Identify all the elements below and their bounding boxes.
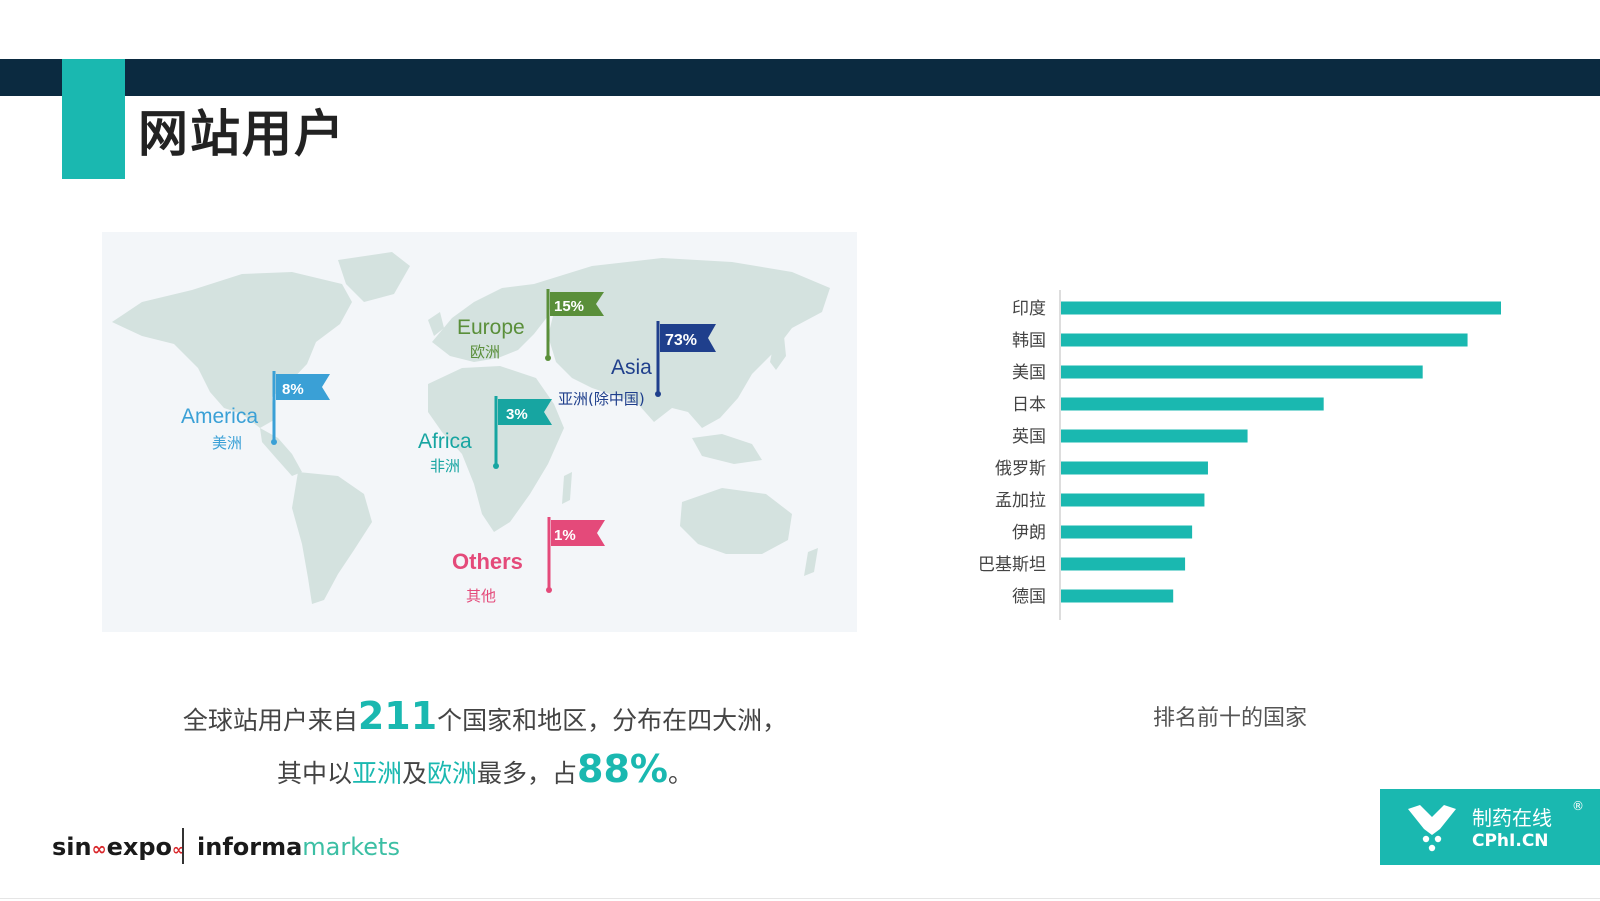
flag-asia: 73% Asia 亚洲(除中国) (558, 321, 716, 408)
bar (1061, 589, 1174, 603)
flag-africa-label-en: Africa (418, 430, 472, 453)
summary-asia: 亚洲 (351, 759, 402, 788)
world-map: 15% Europe 欧洲 73% Asia 亚洲(除中国) 8% Americ… (102, 232, 857, 632)
flag-africa-pct: 3% (506, 406, 528, 423)
sinoexpo-logo: sin∞expo∞ (52, 833, 185, 861)
south-america-shape (292, 472, 372, 604)
summary-share: 88% (577, 747, 669, 791)
informa-markets-logo: informamarkets (197, 833, 400, 861)
europe-shape (432, 284, 554, 362)
japan-shape (770, 336, 786, 370)
sinoexpo-logo-mark: ∞ (91, 839, 107, 860)
bar-label: 美国 (1012, 363, 1046, 383)
bar (1061, 365, 1423, 379)
bar (1061, 429, 1248, 443)
bar-label: 日本 (1012, 395, 1046, 415)
summary-text: 全球站用户来自211个国家和地区，分布在四大洲，其中以亚洲及欧洲最多，占88%。 (180, 692, 790, 798)
flag-africa-base (493, 463, 499, 469)
markets-logo-text: markets (302, 833, 400, 861)
cphi-logo: 制药在线 ® CPhI.CN (1380, 789, 1600, 865)
flag-others-base (546, 587, 552, 593)
summary-part-2: 个国家和地区，分布在四大洲，其中以 (276, 706, 788, 788)
flag-asia-label-cn: 亚洲(除中国) (558, 390, 645, 408)
flag-america-label-cn: 美洲 (212, 434, 242, 452)
footer-divider (0, 898, 1600, 899)
cphi-logo-cn: 制药在线 (1472, 806, 1552, 830)
cphi-logo-registered: ® (1572, 799, 1584, 813)
bar (1061, 301, 1501, 315)
bar-label: 韩国 (1012, 331, 1046, 351)
flag-america-base (271, 439, 277, 445)
informa-logo-text: informa (197, 833, 303, 861)
bar-label: 英国 (1012, 427, 1046, 447)
north-america-shape (112, 272, 352, 428)
world-map-graphic: 15% Europe 欧洲 73% Asia 亚洲(除中国) 8% Americ… (112, 252, 830, 605)
bar (1061, 333, 1468, 347)
sinoexpo-logo-part-a: sin (52, 833, 92, 861)
bar-label: 俄罗斯 (995, 459, 1046, 479)
title-accent-block (62, 59, 125, 179)
new-zealand-shape (804, 548, 818, 576)
bar-label: 伊朗 (1012, 523, 1046, 543)
flag-others-label-en: Others (452, 549, 523, 574)
flag-asia-base (655, 391, 661, 397)
logo-separator (182, 828, 184, 864)
chart-caption: 排名前十的国家 (1152, 706, 1307, 731)
bar (1061, 397, 1324, 411)
flag-america: 8% America 美洲 (181, 371, 330, 452)
flag-america-label-en: America (181, 405, 258, 428)
bar-label: 印度 (1012, 299, 1046, 319)
flag-asia-label-en: Asia (611, 356, 652, 379)
flag-others-pct: 1% (554, 527, 576, 544)
bar (1061, 461, 1208, 475)
bar (1061, 525, 1193, 539)
flag-asia-pct: 73% (665, 332, 697, 349)
flag-europe: 15% Europe 欧洲 (457, 289, 604, 361)
summary-part-1: 全球站用户来自 (182, 706, 358, 735)
sinoexpo-logo-part-b: expo (106, 833, 173, 861)
flag-others: 1% Others 其他 (452, 517, 605, 605)
greenland-shape (338, 252, 410, 302)
summary-europe: 欧洲 (427, 759, 478, 788)
cphi-heart-icon (1408, 805, 1456, 852)
bar-label: 德国 (1012, 587, 1046, 607)
flag-europe-banner (550, 292, 604, 316)
flag-africa-label-cn: 非洲 (430, 457, 460, 475)
flag-america-pct: 8% (282, 381, 304, 398)
bar (1061, 557, 1186, 571)
page-title: 网站用户 (138, 105, 346, 163)
flag-others-label-cn: 其他 (466, 587, 496, 605)
flag-africa: 3% Africa 非洲 (418, 396, 552, 475)
uk-shape (428, 312, 444, 336)
bar-label: 巴基斯坦 (978, 555, 1046, 575)
flag-europe-label-en: Europe (457, 316, 525, 339)
flag-america-banner (276, 374, 330, 400)
bar-label: 孟加拉 (995, 491, 1046, 511)
flag-europe-label-cn: 欧洲 (470, 343, 500, 361)
madagascar-shape (562, 472, 572, 504)
flag-others-banner (551, 520, 605, 546)
summary-part-4: 最多，占 (477, 759, 578, 788)
flag-europe-base (545, 355, 551, 361)
region-flags: 15% Europe 欧洲 73% Asia 亚洲(除中国) 8% Americ… (181, 289, 716, 605)
flag-europe-pct: 15% (554, 298, 584, 315)
summary-part-5: 。 (668, 759, 694, 788)
cphi-logo-en: CPhI.CN (1472, 831, 1549, 851)
flag-africa-banner (498, 399, 552, 425)
flag-asia-banner (660, 324, 716, 352)
australia-shape (680, 488, 792, 554)
bar (1061, 493, 1205, 507)
se-asia-shape (692, 434, 762, 464)
central-america-shape (260, 428, 302, 476)
summary-part-3: 及 (402, 759, 428, 788)
top-countries-chart: 印度韩国美国日本英国俄罗斯孟加拉伊朗巴基斯坦德国 (900, 290, 1540, 630)
summary-country-count: 211 (357, 694, 438, 738)
top-banner (0, 59, 1600, 96)
